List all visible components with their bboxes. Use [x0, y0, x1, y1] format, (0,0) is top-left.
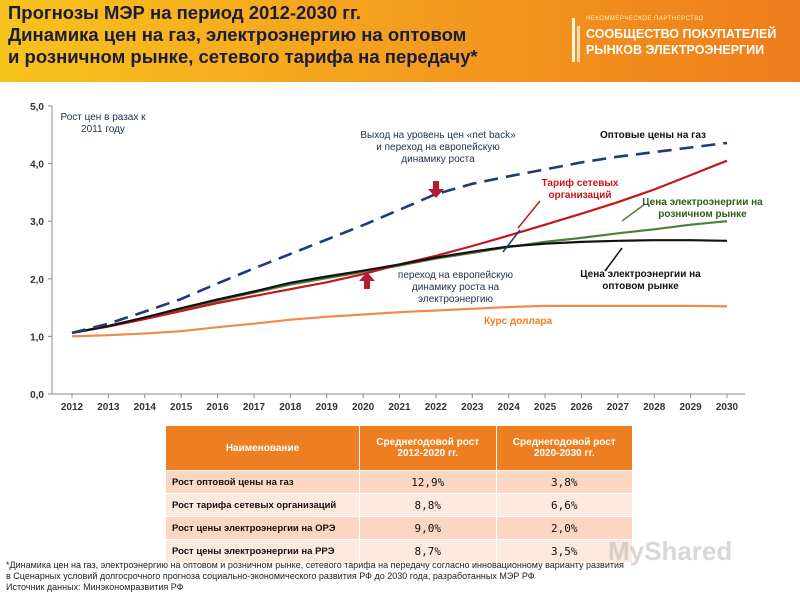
y-tick-label: 5,0: [30, 102, 44, 113]
title-line-2: Динамика цен на газ, электроэнергию на о…: [8, 24, 467, 45]
leader-line-gas: [502, 229, 521, 253]
table-cell: Рост оптовой цены на газ: [165, 470, 360, 494]
x-tick-label: 2025: [534, 402, 557, 413]
table-cell: Рост цены электроэнергии на РРЭ: [165, 539, 360, 563]
x-tick-label: 2014: [134, 402, 157, 413]
x-tick-label: 2021: [388, 402, 411, 413]
x-tick-label: 2012: [61, 402, 84, 413]
logo-caption: НЕКОММЕРЧЕСКОЕ ПАРТНЕРСТВО: [586, 16, 704, 22]
table-row: Рост цены электроэнергии на РРЭ 8,7% 3,5…: [165, 539, 633, 563]
footnote-line-1: *Динамика цен на газ, электроэнергию на …: [6, 560, 624, 570]
growth-table: Наименование Среднегодовой рост 2012-202…: [165, 425, 633, 563]
series-label-usd: Курс доллара: [483, 316, 553, 327]
series-label-wholesale: Цена электроэнергии на оптовом рынке: [580, 269, 701, 292]
x-tick-label: 2015: [170, 402, 193, 413]
y-tick-label: 2,0: [30, 275, 44, 286]
table-cell: 8,7%: [359, 539, 497, 563]
table-cell: 12,9%: [359, 470, 497, 494]
logo-line-2: РЫНКОВ ЭЛЕКТРОЭНЕРГИИ: [586, 43, 765, 57]
table-header-2020-2030: Среднегодовой рост 2020-2030 гг.: [495, 425, 633, 471]
annotation-netback: Выход на уровень цен «net back» и перехо…: [360, 130, 516, 165]
x-tick-label: 2019: [316, 402, 339, 413]
series-line: [71, 304, 728, 338]
table-cell: 3,5%: [495, 539, 633, 563]
x-tick-label: 2024: [498, 402, 521, 413]
leader-line-grid-tariff: [517, 200, 541, 229]
series-line: [71, 239, 728, 334]
title-line-1: Прогнозы МЭР на период 2012-2030 гг.: [8, 2, 362, 23]
annotation-transition: переход на европейскую динамику роста на…: [397, 270, 514, 305]
title-line-3: и розничном рынке, сетевого тарифа на пе…: [8, 46, 478, 67]
y-tick-label: 3,0: [30, 217, 44, 228]
x-tick-label: 2030: [716, 402, 739, 413]
x-tick-label: 2023: [461, 402, 484, 413]
table-cell: Рост цены электроэнергии на ОРЭ: [165, 516, 360, 540]
table-cell: Рост тарифа сетевых организаций: [165, 493, 360, 517]
organization-logo: НЕКОММЕРЧЕСКОЕ ПАРТНЕРСТВО СООБЩЕСТВО ПО…: [570, 12, 795, 72]
leader-line-retail: [621, 203, 646, 222]
logo-mark-icon: [572, 18, 580, 62]
x-tick-label: 2028: [643, 402, 666, 413]
table-row: Рост тарифа сетевых организаций 8,8% 6,6…: [165, 493, 633, 517]
x-tick-label: 2029: [679, 402, 702, 413]
table-cell: 3,8%: [495, 470, 633, 494]
logo-line-1: СООБЩЕСТВО ПОКУПАТЕЛЕЙ: [586, 27, 777, 41]
table-cell: 9,0%: [359, 516, 497, 540]
y-tick-label: 1,0: [30, 332, 44, 343]
header-banner: Прогнозы МЭР на период 2012-2030 гг. Дин…: [0, 0, 800, 82]
leader-line-wholesale: [604, 247, 623, 272]
x-tick-label: 2026: [570, 402, 593, 413]
table-header-2012-2020: Среднегодовой рост 2012-2020 гг.: [359, 425, 497, 471]
x-tick-label: 2022: [425, 402, 448, 413]
series-label-retail: Цена электроэнергии на розничном рынке: [642, 197, 763, 220]
x-tick-label: 2017: [243, 402, 266, 413]
series-label-grid-tariff: Тариф сетевых организаций: [541, 178, 619, 201]
x-tick-label: 2018: [279, 402, 302, 413]
series-label-gas: Оптовые цены на газ: [600, 130, 706, 141]
watermark: MyShared: [608, 536, 733, 566]
table-row: Рост цены электроэнергии на ОРЭ 9,0% 2,0…: [165, 516, 633, 540]
arrow-down-icon: [428, 181, 444, 198]
page-title: Прогнозы МЭР на период 2012-2030 гг. Дин…: [8, 2, 568, 68]
y-tick-label: 0,0: [30, 390, 44, 401]
x-tick-label: 2027: [607, 402, 630, 413]
footnote-line-2: в Сценарных условий долгосрочного прогно…: [6, 571, 535, 581]
y-axis-label: Рост цен в разах к 2011 году: [60, 112, 146, 135]
y-tick-label: 4,0: [30, 160, 44, 171]
arrow-up-icon: [359, 272, 375, 289]
footnote-source: Источник данных: Минэкономразвития РФ: [6, 582, 184, 592]
series-line: [71, 141, 728, 335]
x-tick-label: 2016: [206, 402, 229, 413]
table-row: Рост оптовой цены на газ 12,9% 3,8%: [165, 470, 633, 494]
table-header-row: Наименование Среднегодовой рост 2012-202…: [165, 425, 633, 471]
table-cell: 2,0%: [495, 516, 633, 540]
footnote: *Динамика цен на газ, электроэнергию на …: [6, 560, 796, 593]
line-chart: 0,0 1,0 2,0 3,0 4,0 5,0 2012 2013 2014 2015 2016 20…: [30, 102, 745, 413]
x-tick-label: 2020: [352, 402, 375, 413]
table-cell: 8,8%: [359, 493, 497, 517]
table-header-name: Наименование: [165, 425, 360, 471]
table-cell: 6,6%: [495, 493, 633, 517]
x-tick-label: 2013: [97, 402, 120, 413]
